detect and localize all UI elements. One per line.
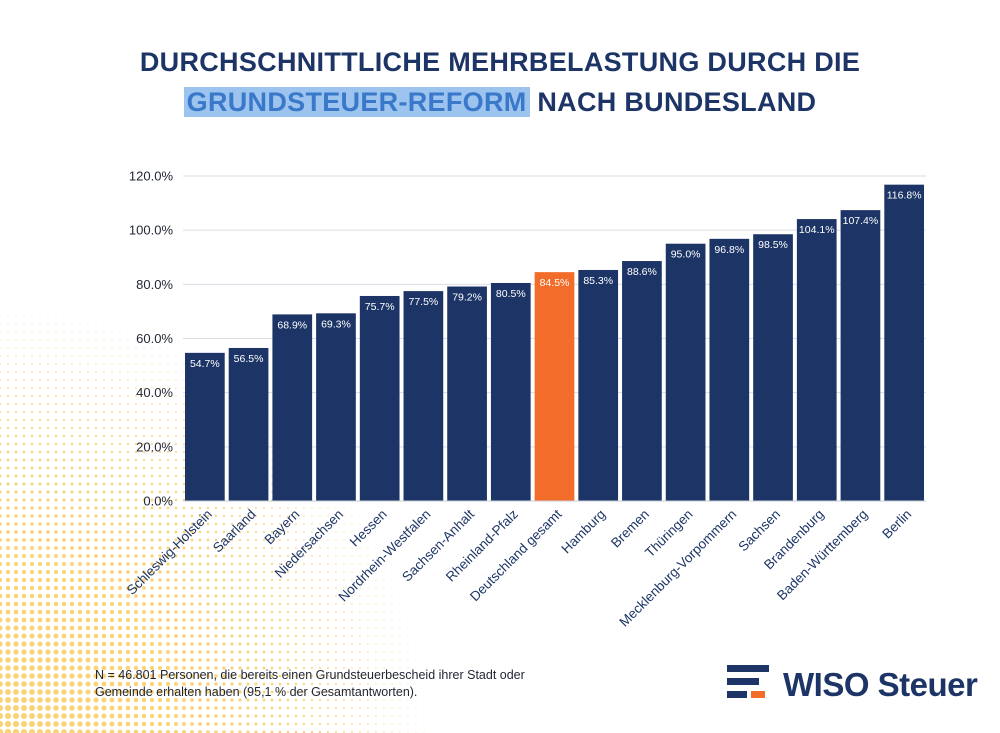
bar [228,347,269,501]
bar [709,238,750,502]
bar-value-label: 68.9% [277,319,307,331]
x-category-label: Schleswig-Holstein [124,507,215,598]
x-category-label: Saarland [210,507,259,556]
bar-value-label: 88.6% [627,266,657,278]
y-tick-label: 20.0% [136,439,173,454]
bar [272,314,313,501]
x-category-label: Bremen [608,507,652,551]
bar [665,243,706,502]
y-tick-label: 0.0% [143,494,173,509]
title-line-2: GRUNDSTEUER-REFORM NACH BUNDESLAND [0,82,1000,122]
bar-highlight [534,272,575,501]
y-tick-label: 60.0% [136,331,173,346]
bar-value-label: 98.5% [758,239,788,251]
bar-value-label: 75.7% [365,301,395,313]
bar [359,295,400,501]
bar-value-label: 104.1% [799,224,835,236]
y-tick-label: 40.0% [136,385,173,400]
bar [316,313,356,501]
bar-value-label: 80.5% [496,288,526,300]
title-highlight: GRUNDSTEUER-REFORM [183,87,530,117]
bar [622,261,662,501]
y-tick-label: 120.0% [129,169,174,184]
bar [884,184,924,501]
x-category-label: Hessen [347,507,390,550]
chart-title: DURCHSCHNITTLICHE MEHRBELASTUNG DURCH DI… [0,42,1000,122]
bar [840,210,881,501]
bar [796,219,837,501]
bar [185,352,225,501]
bar-value-label: 56.5% [234,353,264,365]
bar-value-label: 77.5% [408,296,438,308]
bar-value-label: 96.8% [714,244,744,256]
logo-text: WISO Steuer [783,666,978,703]
wiso-steuer-logo: WISO Steuer [727,660,978,710]
bar [578,269,619,501]
bar-value-label: 54.7% [190,358,220,370]
bar-value-label: 95.0% [671,249,701,261]
bar-value-label: 69.3% [321,318,351,330]
x-category-label: Hamburg [558,507,608,557]
y-tick-label: 80.0% [136,277,173,292]
x-category-label: Berlin [879,507,914,542]
wiso-logo-icon [727,665,769,698]
bar-value-label: 79.2% [452,292,482,304]
footnote: N = 46.801 Personen, die bereits einen G… [95,668,525,699]
bar-value-label: 85.3% [583,275,613,287]
bar [403,291,444,501]
bar-value-label: 84.5% [540,277,570,289]
title-rest: NACH BUNDESLAND [537,87,817,117]
bar-value-label: 116.8% [887,190,922,202]
bar [490,282,531,501]
title-line-1: DURCHSCHNITTLICHE MEHRBELASTUNG DURCH DI… [139,47,861,77]
x-category-label: Bayern [262,507,303,548]
bar [447,286,487,501]
bar-value-label: 107.4% [843,215,879,227]
bar [753,234,793,501]
y-tick-label: 100.0% [129,223,174,238]
